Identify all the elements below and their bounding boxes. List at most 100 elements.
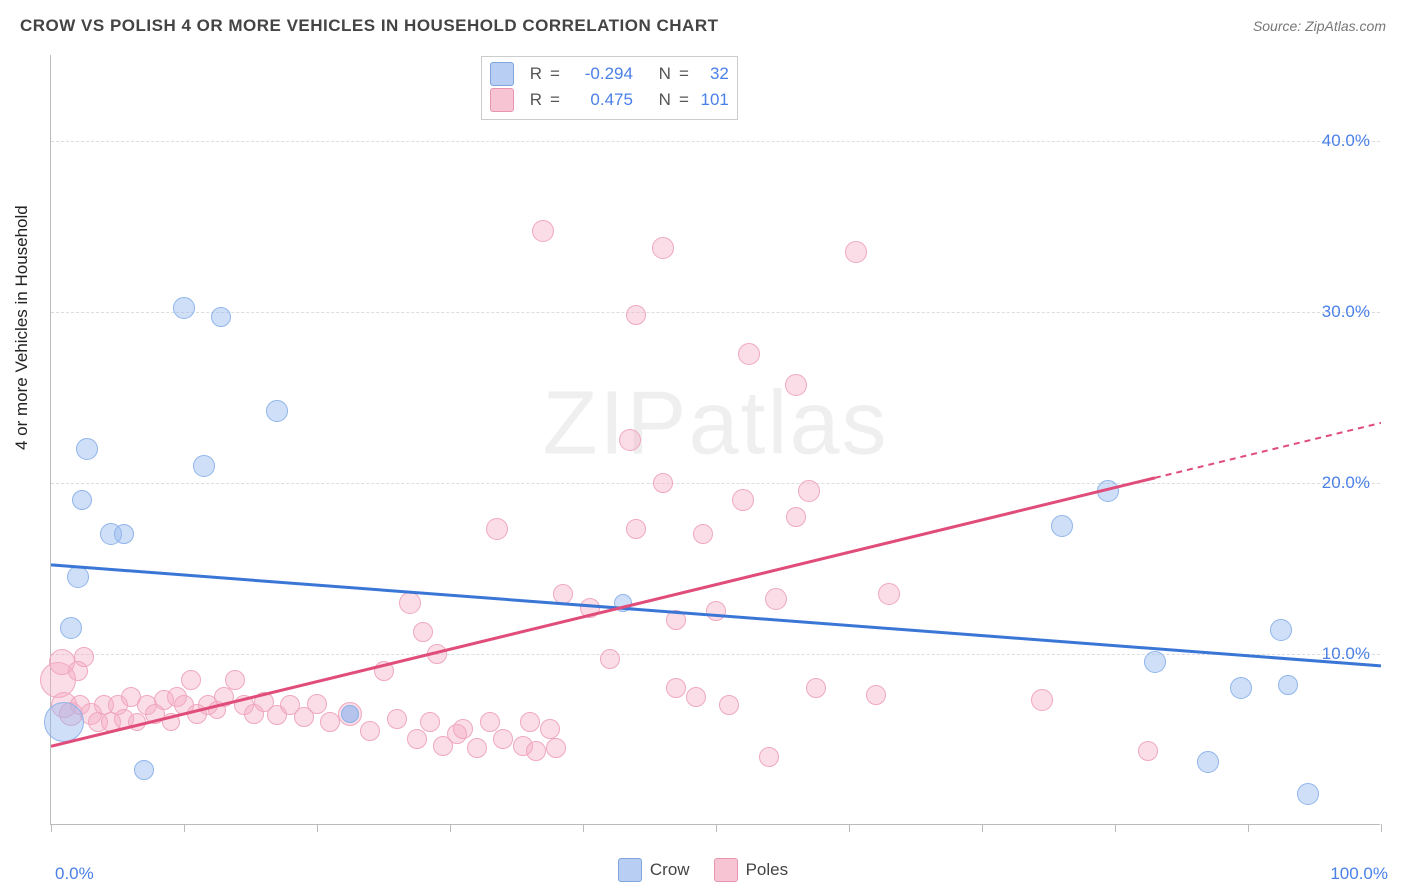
- data-point-poles: [128, 713, 146, 731]
- data-point-poles: [866, 685, 886, 705]
- x-tick: [849, 824, 850, 832]
- data-point-poles: [374, 661, 394, 681]
- correlation-stat-box: R = -0.294 N = 32 R = 0.475 N = 101: [481, 56, 738, 120]
- swatch-crow: [490, 62, 514, 86]
- source-name: ZipAtlas.com: [1305, 18, 1386, 34]
- data-point-poles: [486, 518, 508, 540]
- legend-label-poles: Poles: [746, 860, 789, 880]
- data-point-crow: [1197, 751, 1219, 773]
- data-point-poles: [719, 695, 739, 715]
- data-point-crow: [67, 566, 89, 588]
- data-point-poles: [652, 237, 674, 259]
- data-point-poles: [693, 524, 713, 544]
- data-point-poles: [653, 473, 673, 493]
- data-point-poles: [453, 719, 473, 739]
- gridline: [51, 141, 1380, 142]
- swatch-poles: [490, 88, 514, 112]
- stat-r-label: R: [522, 90, 542, 110]
- gridline: [51, 312, 1380, 313]
- data-point-crow: [60, 617, 82, 639]
- data-point-crow: [1278, 675, 1298, 695]
- gridline: [51, 483, 1380, 484]
- plot-area: ZIPatlas R = -0.294 N = 32 R = 0.475 N =…: [50, 55, 1380, 825]
- legend-item-crow: Crow: [618, 858, 690, 882]
- data-point-poles: [706, 601, 726, 621]
- swatch-poles: [714, 858, 738, 882]
- data-point-poles: [845, 241, 867, 263]
- data-point-poles: [626, 519, 646, 539]
- stat-n-poles: 101: [697, 90, 729, 110]
- source-prefix: Source:: [1253, 18, 1305, 34]
- legend-item-poles: Poles: [714, 858, 789, 882]
- data-point-poles: [806, 678, 826, 698]
- stat-n-label: N: [651, 90, 671, 110]
- data-point-poles: [759, 747, 779, 767]
- data-point-poles: [225, 670, 245, 690]
- y-tick-label: 30.0%: [1322, 302, 1370, 322]
- chart-container: CROW VS POLISH 4 OR MORE VEHICLES IN HOU…: [0, 0, 1406, 892]
- data-point-poles: [399, 592, 421, 614]
- data-point-poles: [666, 678, 686, 698]
- data-point-poles: [553, 584, 573, 604]
- data-point-poles: [1138, 741, 1158, 761]
- data-point-poles: [686, 687, 706, 707]
- data-point-crow: [266, 400, 288, 422]
- trendline-poles-extrapolated: [1155, 423, 1381, 478]
- data-point-poles: [738, 343, 760, 365]
- data-point-poles: [765, 588, 787, 610]
- stat-eq: =: [550, 64, 560, 84]
- data-point-crow: [1270, 619, 1292, 641]
- data-point-crow: [72, 490, 92, 510]
- x-tick: [1115, 824, 1116, 832]
- x-tick: [51, 824, 52, 832]
- x-tick: [583, 824, 584, 832]
- stat-eq: =: [679, 64, 689, 84]
- stat-row-poles: R = 0.475 N = 101: [490, 87, 729, 113]
- x-tick: [1248, 824, 1249, 832]
- data-point-poles: [546, 738, 566, 758]
- chart-title: CROW VS POLISH 4 OR MORE VEHICLES IN HOU…: [20, 16, 719, 36]
- data-point-crow: [1230, 677, 1252, 699]
- data-point-crow: [341, 705, 359, 723]
- data-point-crow: [1097, 480, 1119, 502]
- x-tick: [1381, 824, 1382, 832]
- y-axis-label: 4 or more Vehicles in Household: [12, 205, 32, 450]
- legend-label-crow: Crow: [650, 860, 690, 880]
- data-point-poles: [493, 729, 513, 749]
- data-point-poles: [580, 598, 600, 618]
- data-point-poles: [181, 670, 201, 690]
- data-point-poles: [619, 429, 641, 451]
- data-point-poles: [387, 709, 407, 729]
- y-tick-label: 20.0%: [1322, 473, 1370, 493]
- data-point-poles: [786, 507, 806, 527]
- data-point-poles: [732, 489, 754, 511]
- data-point-poles: [526, 741, 546, 761]
- data-point-crow: [134, 760, 154, 780]
- data-point-crow: [211, 307, 231, 327]
- data-point-poles: [74, 647, 94, 667]
- data-point-crow: [173, 297, 195, 319]
- data-point-poles: [666, 610, 686, 630]
- stat-eq: =: [550, 90, 560, 110]
- data-point-poles: [600, 649, 620, 669]
- data-point-poles: [467, 738, 487, 758]
- gridline: [51, 654, 1380, 655]
- data-point-poles: [307, 694, 327, 714]
- data-point-poles: [520, 712, 540, 732]
- x-tick: [317, 824, 318, 832]
- data-point-poles: [162, 713, 180, 731]
- data-point-poles: [480, 712, 500, 732]
- data-point-poles: [1031, 689, 1053, 711]
- data-point-crow: [614, 594, 632, 612]
- data-point-poles: [540, 719, 560, 739]
- data-point-crow: [1144, 651, 1166, 673]
- data-point-crow: [44, 702, 84, 742]
- source-attribution: Source: ZipAtlas.com: [1253, 18, 1386, 34]
- swatch-crow: [618, 858, 642, 882]
- data-point-poles: [532, 220, 554, 242]
- data-point-poles: [360, 721, 380, 741]
- data-point-crow: [114, 524, 134, 544]
- data-point-poles: [420, 712, 440, 732]
- watermark: ZIPatlas: [542, 373, 888, 476]
- stat-row-crow: R = -0.294 N = 32: [490, 61, 729, 87]
